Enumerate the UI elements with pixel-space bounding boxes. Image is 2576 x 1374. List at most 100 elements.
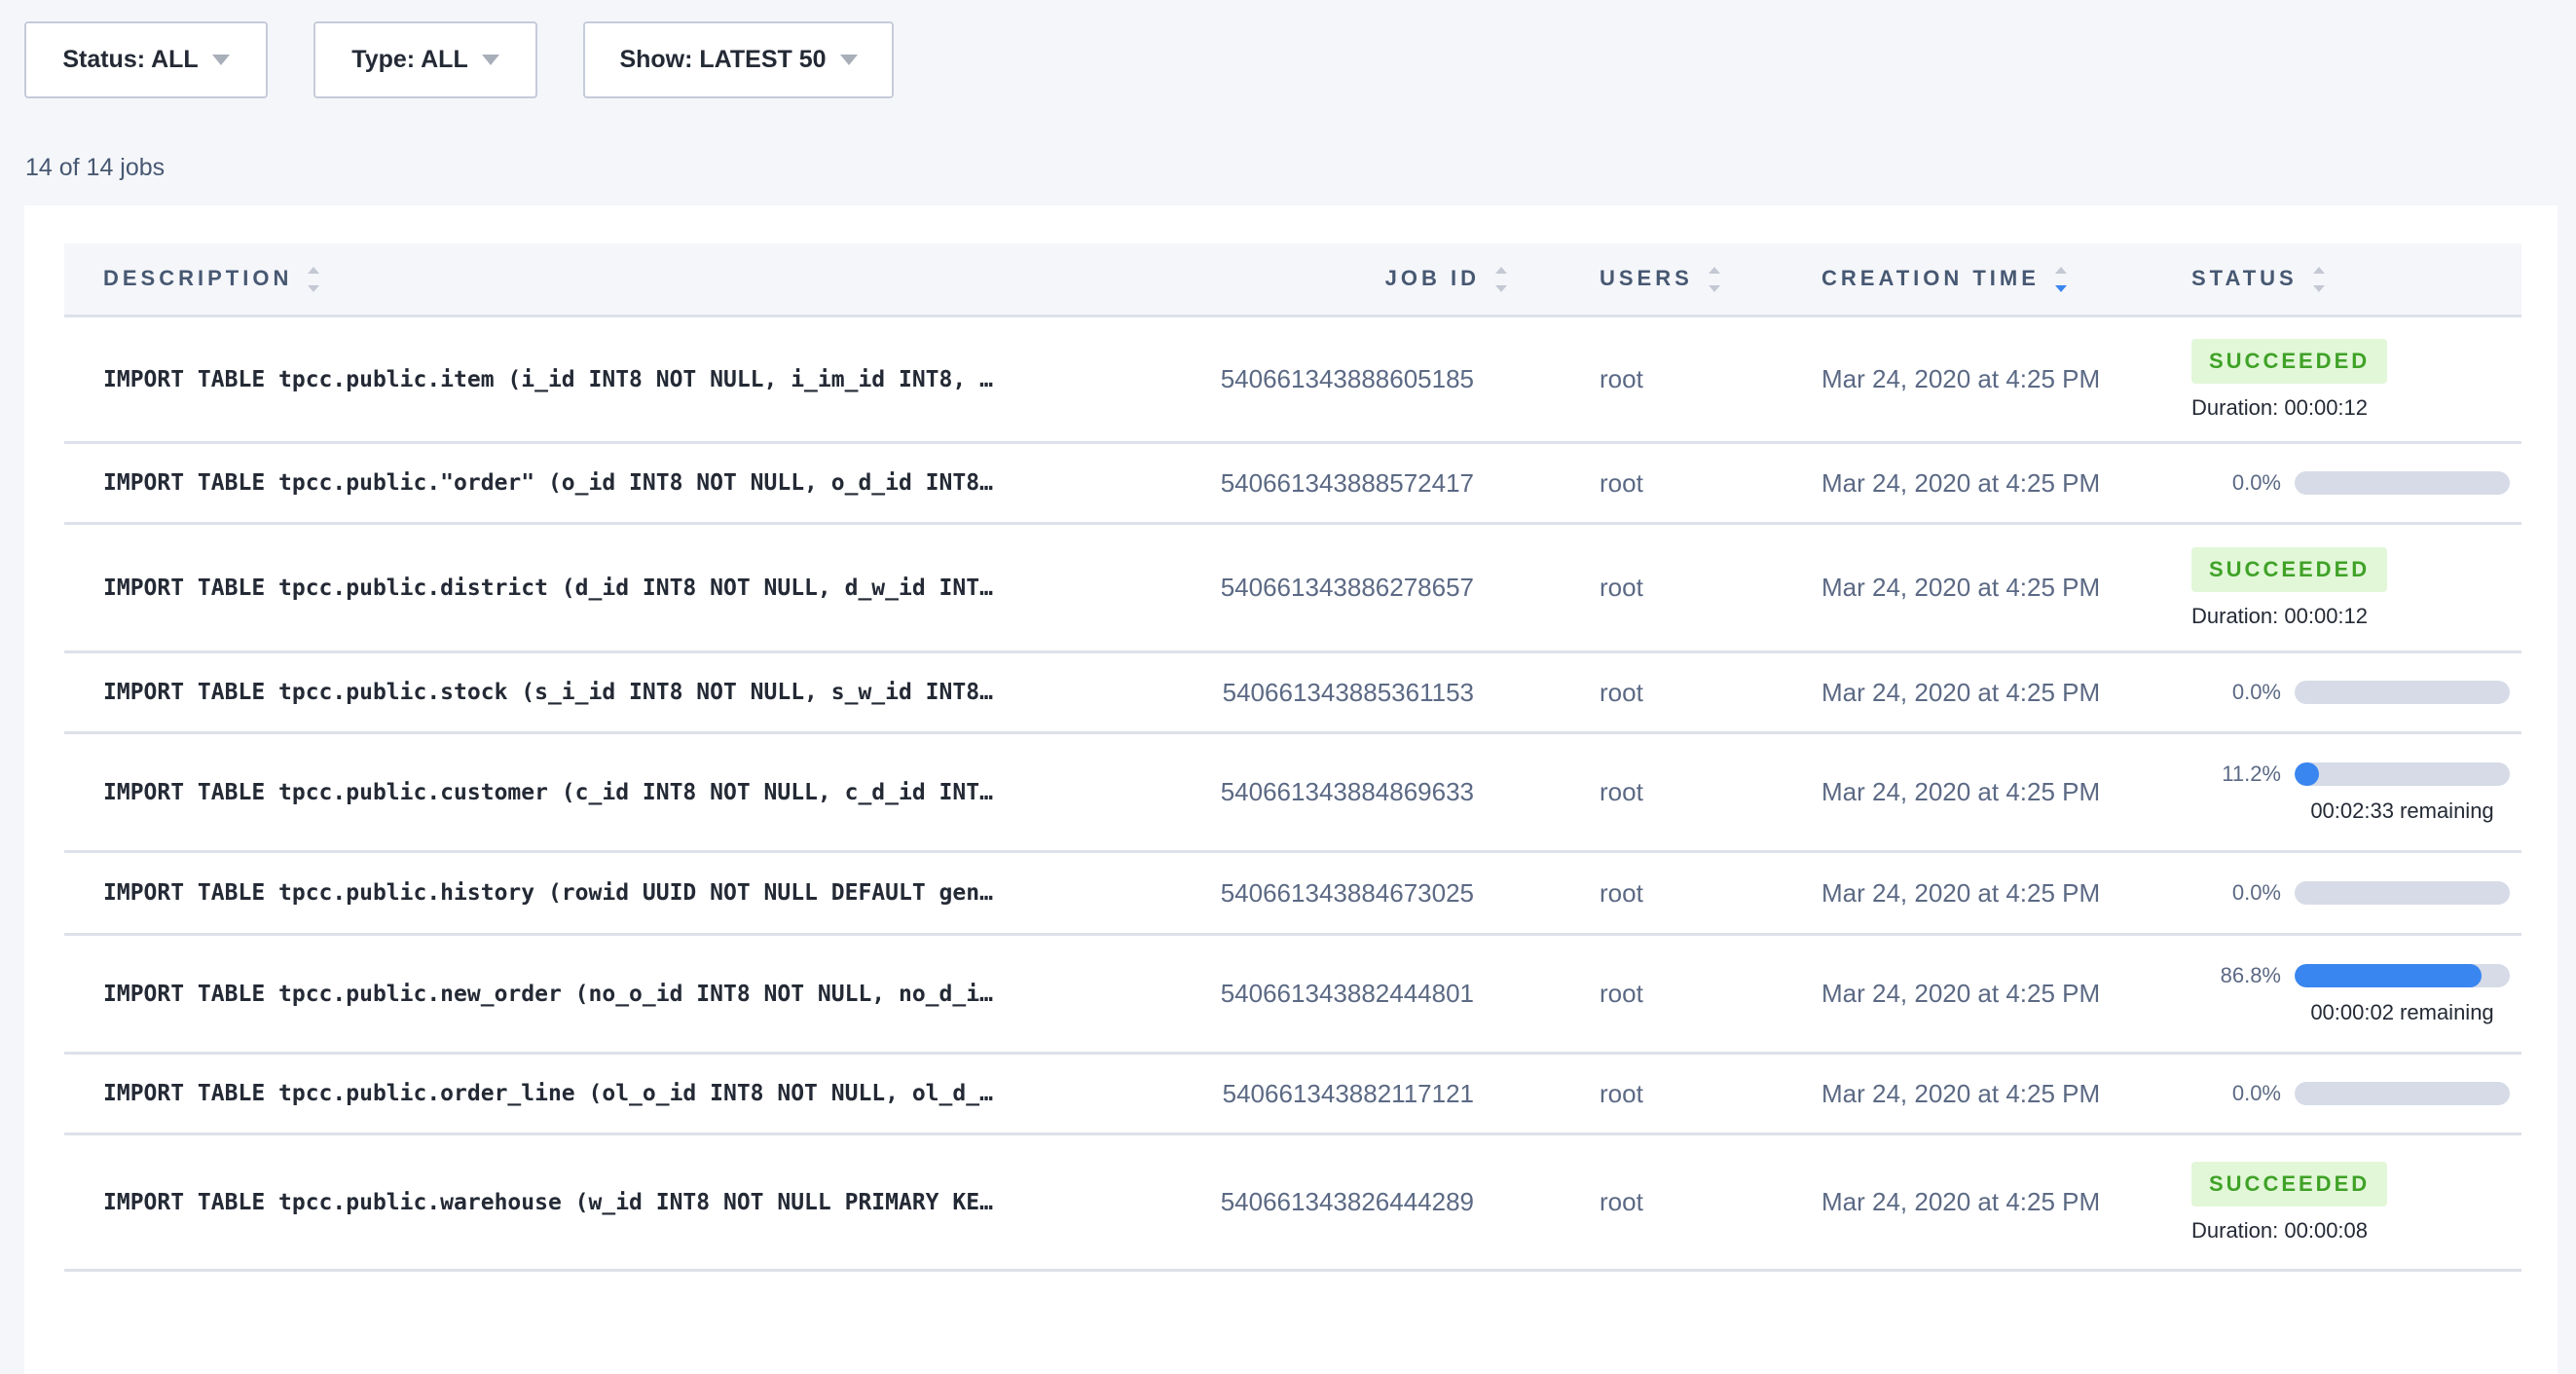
progress: 0.0% bbox=[2191, 470, 2521, 496]
job-id: 540661343885361153 bbox=[1214, 651, 1518, 734]
status-badge: SUCCEEDED bbox=[2191, 1161, 2388, 1207]
description-cell: IMPORT TABLE tpcc.public.customer (c_id … bbox=[64, 732, 1214, 853]
progress-fill bbox=[2295, 963, 2482, 987]
progress-bar bbox=[2295, 1082, 2510, 1105]
job-id: 540661343882117121 bbox=[1214, 1053, 1518, 1135]
status-filter-label: Status: ALL bbox=[62, 46, 199, 73]
user: root bbox=[1518, 1133, 1795, 1272]
description-cell: IMPORT TABLE tpcc.public.item (i_id INT8… bbox=[64, 316, 1214, 444]
table-row[interactable]: IMPORT TABLE tpcc.public."order" (o_id I… bbox=[64, 442, 2521, 525]
progress: 0.0% bbox=[2191, 880, 2521, 906]
job-id: 540661343826444289 bbox=[1214, 1133, 1518, 1272]
description-cell: IMPORT TABLE tpcc.public.new_order (no_o… bbox=[64, 934, 1214, 1055]
column-label: USERS bbox=[1600, 265, 1693, 290]
progress: 0.0% bbox=[2191, 1081, 2521, 1106]
table-header: DESCRIPTION JOB ID USERS CREATION TIME S… bbox=[64, 243, 2521, 317]
table-row[interactable]: IMPORT TABLE tpcc.public.customer (c_id … bbox=[64, 732, 2521, 853]
show-filter-label: Show: LATEST 50 bbox=[619, 46, 827, 73]
progress-bar bbox=[2295, 761, 2510, 786]
progress-bar bbox=[2295, 681, 2510, 704]
creation-time: Mar 24, 2020 at 4:25 PM bbox=[1795, 1133, 2163, 1272]
job-id: 540661343882444801 bbox=[1214, 934, 1518, 1055]
creation-time: Mar 24, 2020 at 4:25 PM bbox=[1795, 934, 2163, 1055]
progress-fill bbox=[2295, 761, 2319, 786]
job-description[interactable]: IMPORT TABLE tpcc.public.customer (c_id … bbox=[103, 779, 993, 805]
show-filter-dropdown[interactable]: Show: LATEST 50 bbox=[583, 21, 894, 98]
status-cell: 0.0% bbox=[2163, 442, 2521, 525]
job-id: 540661343888572417 bbox=[1214, 442, 1518, 525]
status-cell: 0.0% bbox=[2163, 651, 2521, 734]
status-cell: 11.2% 00:02:33 remaining bbox=[2163, 732, 2521, 853]
column-label: STATUS bbox=[2191, 265, 2298, 290]
description-cell: IMPORT TABLE tpcc.public.stock (s_i_id I… bbox=[64, 651, 1214, 734]
column-header-users[interactable]: USERS bbox=[1518, 243, 1795, 317]
status-cell: 0.0% bbox=[2163, 1053, 2521, 1135]
user: root bbox=[1518, 523, 1795, 653]
creation-time: Mar 24, 2020 at 4:25 PM bbox=[1795, 651, 2163, 734]
status-filter-dropdown[interactable]: Status: ALL bbox=[24, 21, 268, 98]
user: root bbox=[1518, 851, 1795, 936]
job-id: 540661343884673025 bbox=[1214, 851, 1518, 936]
sort-icon bbox=[1708, 265, 1720, 294]
column-header-description[interactable]: DESCRIPTION bbox=[64, 243, 1214, 317]
progress-percent: 86.8% bbox=[2220, 962, 2281, 987]
progress-bar bbox=[2295, 963, 2510, 987]
table-row[interactable]: IMPORT TABLE tpcc.public.new_order (no_o… bbox=[64, 934, 2521, 1055]
column-header-job-id[interactable]: JOB ID bbox=[1214, 243, 1518, 317]
job-description[interactable]: IMPORT TABLE tpcc.public.history (rowid … bbox=[103, 880, 993, 906]
sort-icon bbox=[308, 265, 320, 294]
table-row[interactable]: IMPORT TABLE tpcc.public.stock (s_i_id I… bbox=[64, 651, 2521, 734]
description-cell: IMPORT TABLE tpcc.public.order_line (ol_… bbox=[64, 1053, 1214, 1135]
caret-down-icon bbox=[839, 55, 858, 65]
progress-bar bbox=[2295, 471, 2510, 495]
table-row[interactable]: IMPORT TABLE tpcc.public.warehouse (w_id… bbox=[64, 1133, 2521, 1272]
progress-percent: 0.0% bbox=[2231, 1081, 2281, 1105]
type-filter-dropdown[interactable]: Type: ALL bbox=[313, 21, 537, 98]
column-header-status[interactable]: STATUS bbox=[2163, 243, 2521, 317]
status-cell: SUCCEEDED Duration: 00:00:12 bbox=[2163, 523, 2521, 653]
jobs-table: DESCRIPTION JOB ID USERS CREATION TIME S… bbox=[64, 243, 2521, 1272]
job-description[interactable]: IMPORT TABLE tpcc.public.warehouse (w_id… bbox=[103, 1189, 993, 1215]
sort-icon bbox=[2312, 265, 2325, 294]
creation-time: Mar 24, 2020 at 4:25 PM bbox=[1795, 851, 2163, 936]
status-cell: 0.0% bbox=[2163, 851, 2521, 936]
job-description[interactable]: IMPORT TABLE tpcc.public.district (d_id … bbox=[103, 575, 993, 601]
job-description[interactable]: IMPORT TABLE tpcc.public."order" (o_id I… bbox=[103, 470, 993, 496]
job-description[interactable]: IMPORT TABLE tpcc.public.stock (s_i_id I… bbox=[103, 680, 993, 705]
user: root bbox=[1518, 442, 1795, 525]
description-cell: IMPORT TABLE tpcc.public.history (rowid … bbox=[64, 851, 1214, 936]
duration: Duration: 00:00:12 bbox=[2191, 603, 2369, 628]
column-label: CREATION TIME bbox=[1822, 265, 2040, 290]
progress-percent: 0.0% bbox=[2231, 470, 2281, 495]
column-label: DESCRIPTION bbox=[103, 265, 293, 290]
progress: 0.0% bbox=[2191, 680, 2521, 705]
status-cell: SUCCEEDED Duration: 00:00:12 bbox=[2163, 316, 2521, 444]
progress-percent: 0.0% bbox=[2231, 880, 2281, 905]
progress-percent: 0.0% bbox=[2231, 680, 2281, 704]
creation-time: Mar 24, 2020 at 4:25 PM bbox=[1795, 1053, 2163, 1135]
creation-time: Mar 24, 2020 at 4:25 PM bbox=[1795, 442, 2163, 525]
type-filter-label: Type: ALL bbox=[351, 46, 468, 73]
column-header-creation-time[interactable]: CREATION TIME bbox=[1795, 243, 2163, 317]
table-row[interactable]: IMPORT TABLE tpcc.public.district (d_id … bbox=[64, 523, 2521, 653]
table-row[interactable]: IMPORT TABLE tpcc.public.history (rowid … bbox=[64, 851, 2521, 936]
status-badge: SUCCEEDED bbox=[2191, 338, 2388, 384]
user: root bbox=[1518, 934, 1795, 1055]
status-cell: SUCCEEDED Duration: 00:00:08 bbox=[2163, 1133, 2521, 1272]
sort-descending-icon bbox=[2054, 265, 2067, 294]
job-description[interactable]: IMPORT TABLE tpcc.public.order_line (ol_… bbox=[103, 1081, 993, 1106]
job-description[interactable]: IMPORT TABLE tpcc.public.new_order (no_o… bbox=[103, 981, 993, 1007]
user: root bbox=[1518, 651, 1795, 734]
job-count: 14 of 14 jobs bbox=[25, 154, 166, 181]
description-cell: IMPORT TABLE tpcc.public.district (d_id … bbox=[64, 523, 1214, 653]
duration: Duration: 00:00:12 bbox=[2191, 394, 2369, 420]
table-row[interactable]: IMPORT TABLE tpcc.public.order_line (ol_… bbox=[64, 1053, 2521, 1135]
job-description[interactable]: IMPORT TABLE tpcc.public.item (i_id INT8… bbox=[103, 366, 993, 392]
column-label: JOB ID bbox=[1384, 265, 1480, 290]
table-row[interactable]: IMPORT TABLE tpcc.public.item (i_id INT8… bbox=[64, 316, 2521, 444]
time-remaining: 00:02:33 remaining bbox=[2310, 798, 2494, 823]
caret-down-icon bbox=[211, 55, 230, 65]
creation-time: Mar 24, 2020 at 4:25 PM bbox=[1795, 732, 2163, 853]
description-cell: IMPORT TABLE tpcc.public.warehouse (w_id… bbox=[64, 1133, 1214, 1272]
user: root bbox=[1518, 316, 1795, 444]
